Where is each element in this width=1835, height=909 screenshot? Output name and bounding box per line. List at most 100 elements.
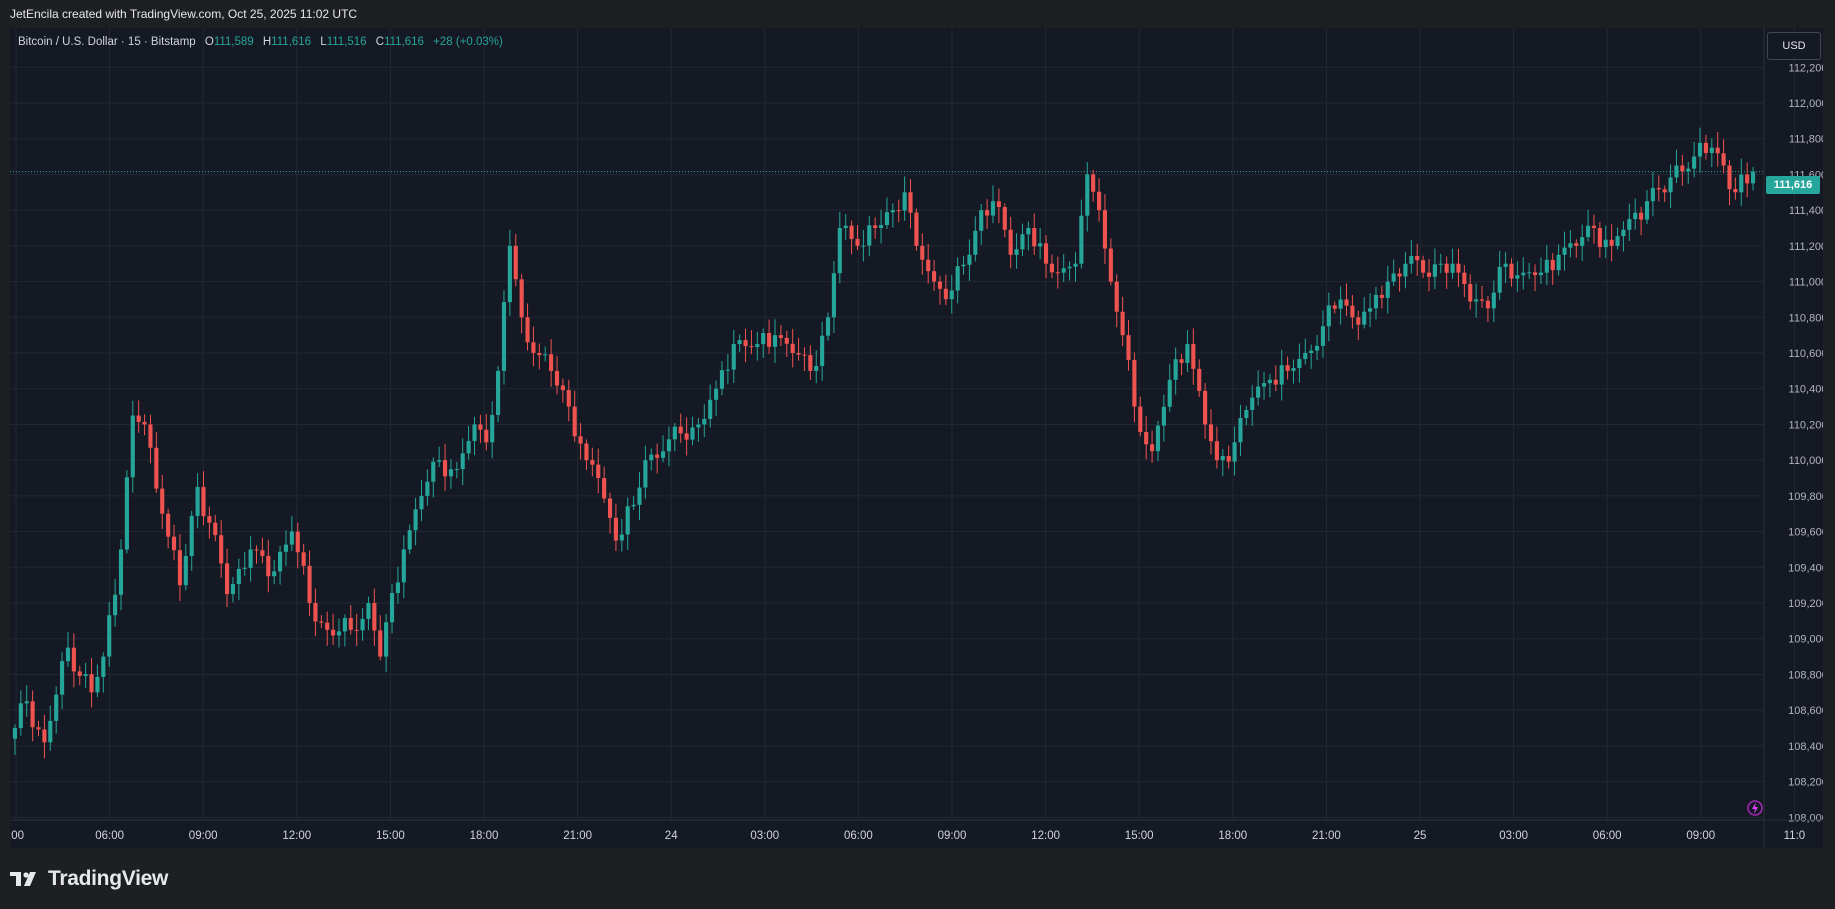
legend-low-value: 111,516 [326,36,367,48]
candle-body [1185,344,1190,363]
x-tick-label: 15:00 [1125,830,1154,842]
candle-body [926,259,931,272]
candle-body [219,535,224,564]
candle-body [1591,225,1597,229]
candle-body [242,567,247,569]
candle-body [1244,409,1249,419]
legend-close-value: 111,616 [384,36,424,48]
candle-body [1674,165,1679,178]
candle-body [607,498,613,518]
legend-change: +28 (+0.03%) [433,36,503,48]
candle-body [1061,268,1066,273]
candle-body [1597,228,1602,248]
candle-body [1291,368,1296,371]
candle-body [431,461,436,482]
candle-body [142,421,147,425]
candle-body [878,224,884,229]
candle-body [1527,272,1532,274]
candle-body [714,388,719,400]
candle-body [36,727,41,730]
symbol-legend[interactable]: Bitcoin / U.S. Dollar · 15 · Bitstamp O1… [18,33,509,51]
candle-body [1474,299,1479,302]
candle-body [1497,266,1502,293]
candle-body [1173,359,1178,380]
candle-body [731,344,736,370]
candle-body [519,279,524,318]
candle-body [490,414,495,443]
candle-body [990,201,996,216]
y-tick-label: 112,200 [1789,62,1823,74]
x-tick-label: 09:00 [1686,830,1715,842]
candle-body [672,426,677,440]
candle-body [1138,406,1143,433]
y-tick-label: 108,400 [1788,741,1823,753]
candle-body [1721,153,1726,166]
candle-body [1609,239,1614,246]
y-tick-label: 112,000 [1789,98,1823,110]
candle-body [602,478,607,499]
candle-body [855,238,860,246]
x-tick-label: 03:00 [750,830,779,842]
candle-body [755,344,760,347]
candle-body [1038,243,1043,247]
candle-body [1167,379,1172,407]
candle-body [171,536,177,551]
candle-body [1049,263,1054,273]
candle-body [1379,294,1384,298]
y-tick-label: 109,200 [1788,598,1823,610]
candle-body [1285,365,1290,371]
candle-body [160,488,165,514]
candle-body [772,335,778,347]
candle-body [1108,248,1113,282]
candle-body [1232,442,1237,462]
candle-body [1727,165,1732,190]
candle-body [1421,260,1426,273]
candle-body [1745,174,1750,184]
candle-body [690,427,695,440]
candle-body [1008,229,1013,255]
candle-body [596,464,601,479]
candle-body [937,281,943,289]
tradingview-logo[interactable]: TradingView [10,865,168,893]
candle-body [1580,237,1585,246]
candle-body [1043,243,1049,264]
candle-body [1715,147,1720,154]
candle-body [778,335,783,338]
candle-body [902,192,907,211]
candle-body [708,399,713,419]
candle-body [1102,210,1108,249]
candle-body [896,210,901,212]
candle-body [1574,243,1579,246]
candle-body [637,487,642,505]
candle-body [124,477,129,550]
candle-body [1014,249,1019,255]
candle-body [666,439,672,452]
candle-body [1550,259,1555,271]
candle-body [985,210,990,216]
candle-body [18,703,23,729]
currency-button[interactable]: USD [1767,32,1821,60]
candle-body [1503,263,1508,267]
candle-body [1385,281,1390,298]
candle-body [808,355,813,371]
candlestick-chart[interactable]: 108,000 108,200 108,400 108,600 108,800 109,0… [10,28,1823,848]
candle-body [484,429,489,443]
candle-body [525,317,530,343]
candle-body [767,333,772,347]
candle-body [1356,317,1361,325]
x-tick-label: 18:00 [1218,830,1247,842]
candle-body [790,343,795,354]
candle-body [248,549,253,568]
candle-body [207,516,212,523]
candle-body [113,594,118,616]
lightning-icon[interactable] [1745,798,1765,818]
candle-body [973,230,978,255]
x-tick-label: 06:00 [1593,830,1622,842]
candle-body [749,346,754,348]
candle-body [1238,418,1243,443]
candle-body [1615,236,1620,246]
candle-body [331,629,336,636]
candle-body [118,549,124,595]
legend-low-label: L [320,36,327,48]
candle-body [507,245,512,303]
